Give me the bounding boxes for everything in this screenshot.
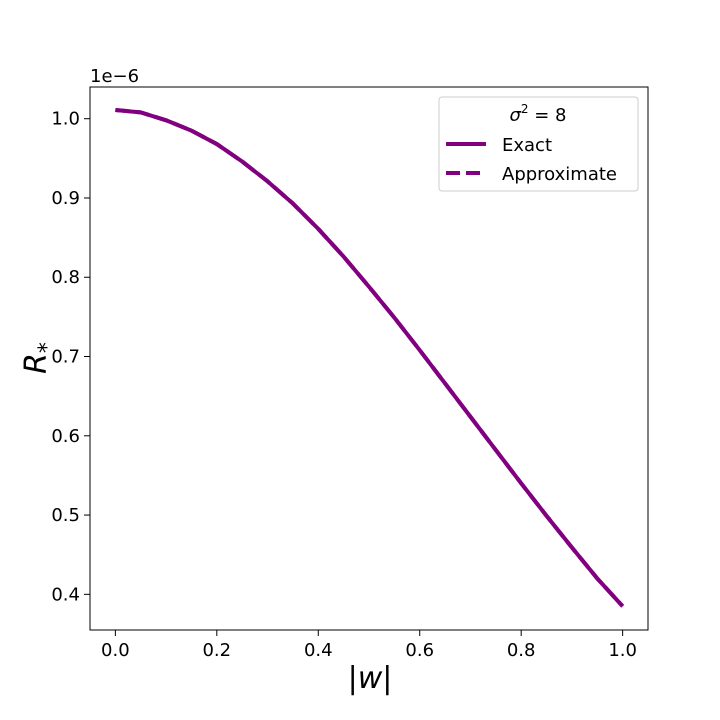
series-line-approximate	[115, 107, 625, 608]
y-tick-label: 0.7	[51, 347, 80, 368]
legend-title-superscript: 2	[521, 102, 529, 116]
legend-label-exact: Exact	[502, 135, 552, 156]
y-scale-offset-label: 1e−6	[90, 66, 139, 87]
y-tick-label: 0.9	[51, 188, 80, 209]
legend-label-approximate: Approximate	[502, 164, 617, 185]
x-tick-label: 0.8	[507, 640, 536, 661]
y-axis-label: R*	[19, 342, 60, 374]
x-tick-label: 0.6	[405, 640, 434, 661]
x-axis-label: |w|	[348, 661, 393, 696]
series-layer	[115, 107, 625, 608]
legend-box	[438, 96, 639, 192]
x-tick-label: 0.2	[202, 640, 231, 661]
legend-title: σ2 = 8	[509, 102, 566, 126]
legend-title-rest: = 8	[529, 105, 567, 126]
legend: σ2 = 8 Exact Approximate	[438, 96, 639, 192]
y-tick-label: 1.0	[51, 109, 80, 130]
y-tick-label: 0.4	[51, 584, 80, 605]
y-axis-label-main: R	[19, 353, 54, 374]
legend-title-symbol: σ	[509, 105, 521, 126]
y-axis-label-subscript: *	[35, 342, 60, 353]
y-tick-label: 0.6	[51, 426, 80, 447]
x-tick-label: 1.0	[608, 640, 637, 661]
x-axis-ticks: 0.0 0.2 0.4 0.6 0.8 1.0	[101, 630, 637, 661]
x-tick-label: 0.0	[101, 640, 130, 661]
y-axis-ticks: 0.4 0.5 0.6 0.7 0.8 0.9 1.0	[51, 109, 90, 605]
y-tick-label: 0.5	[51, 505, 80, 526]
plot-area	[89, 86, 649, 631]
x-tick-label: 0.4	[304, 640, 333, 661]
y-tick-label: 0.8	[51, 267, 80, 288]
